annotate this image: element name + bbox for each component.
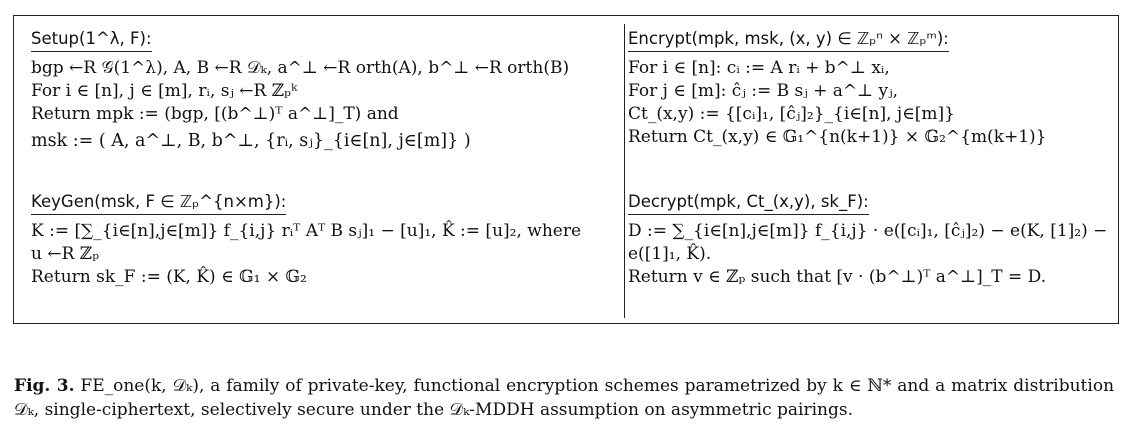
setup-line-4: msk := ( A, a^⊥, B, b^⊥, {rᵢ, sⱼ}_{i∈[n]… <box>31 131 471 151</box>
setup-line-2: For i ∈ [n], j ∈ [m], rᵢ, sⱼ ←R ℤₚᵏ <box>31 81 298 101</box>
decrypt-block: Decrypt(mpk, Ct_(x,y), sk_F): D := ∑_{i∈… <box>628 190 1108 289</box>
decrypt-line-3: Return v ∈ ℤₚ such that [v · (b^⊥)ᵀ a^⊥]… <box>628 267 1047 287</box>
keygen-block: KeyGen(msk, F ∈ ℤₚ^{n×m}): K := [∑_{i∈[n… <box>31 190 621 289</box>
encrypt-block: Encrypt(mpk, msk, (x, y) ∈ ℤₚⁿ × ℤₚᵐ): F… <box>628 27 1108 149</box>
setup-block: Setup(1^λ, F): bgp ←R 𝒢(1^λ), A, B ←R 𝒟ₖ… <box>31 27 621 156</box>
keygen-title: KeyGen(msk, F ∈ ℤₚ^{n×m}): <box>31 190 287 215</box>
encrypt-line-1: For i ∈ [n]: cᵢ := A rᵢ + b^⊥ xᵢ, <box>628 58 890 78</box>
caption-text: FE_one(k, 𝒟ₖ), a family of private-key, … <box>14 376 1115 420</box>
setup-title: Setup(1^λ, F): <box>31 27 152 52</box>
setup-line-3: Return mpk := (bgp, [(b^⊥)ᵀ a^⊥]_T) and <box>31 104 399 124</box>
decrypt-line-2: e([1]₁, K̂). <box>628 244 712 264</box>
keygen-line-1: K := [∑_{i∈[n],j∈[m]} f_{i,j} rᵢᵀ Aᵀ B s… <box>31 221 582 241</box>
decrypt-line-1: D := ∑_{i∈[n],j∈[m]} f_{i,j} · e([cᵢ]₁, … <box>628 221 1108 241</box>
encrypt-line-3: Ct_(x,y) := {[cᵢ]₁, [ĉⱼ]₂}_{i∈[n], j∈[m]… <box>628 104 955 124</box>
column-divider <box>624 24 625 318</box>
encrypt-line-2: For j ∈ [m]: ĉⱼ := B sⱼ + a^⊥ yⱼ, <box>628 81 899 101</box>
keygen-line-3: Return sk_F := (K, K̂) ∈ 𝔾₁ × 𝔾₂ <box>31 267 307 287</box>
caption-label: Fig. 3. <box>14 376 75 396</box>
figure-box <box>13 15 1119 324</box>
setup-line-1: bgp ←R 𝒢(1^λ), A, B ←R 𝒟ₖ, a^⊥ ←R orth(A… <box>31 58 570 78</box>
decrypt-title: Decrypt(mpk, Ct_(x,y), sk_F): <box>628 190 869 215</box>
figure-caption: Fig. 3. FE_one(k, 𝒟ₖ), a family of priva… <box>14 374 1114 422</box>
encrypt-title: Encrypt(mpk, msk, (x, y) ∈ ℤₚⁿ × ℤₚᵐ): <box>628 27 949 52</box>
keygen-line-2: u ←R ℤₚ <box>31 244 100 264</box>
encrypt-line-4: Return Ct_(x,y) ∈ 𝔾₁^{n(k+1)} × 𝔾₂^{m(k+… <box>628 127 1047 147</box>
